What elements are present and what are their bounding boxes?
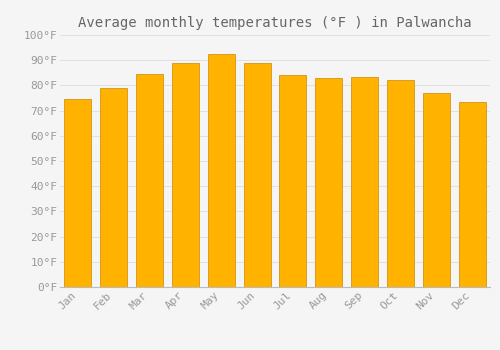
Bar [423, 93, 450, 287]
Bar [458, 102, 485, 287]
Bar [136, 74, 163, 287]
Bar [208, 54, 234, 287]
Bar [387, 80, 414, 287]
Bar [244, 63, 270, 287]
Bar [172, 63, 199, 287]
Bar [64, 99, 92, 287]
Title: Average monthly temperatures (°F ) in Palwancha: Average monthly temperatures (°F ) in Pa… [78, 16, 472, 30]
Bar [316, 78, 342, 287]
Bar [351, 77, 378, 287]
Bar [100, 88, 127, 287]
Bar [280, 75, 306, 287]
